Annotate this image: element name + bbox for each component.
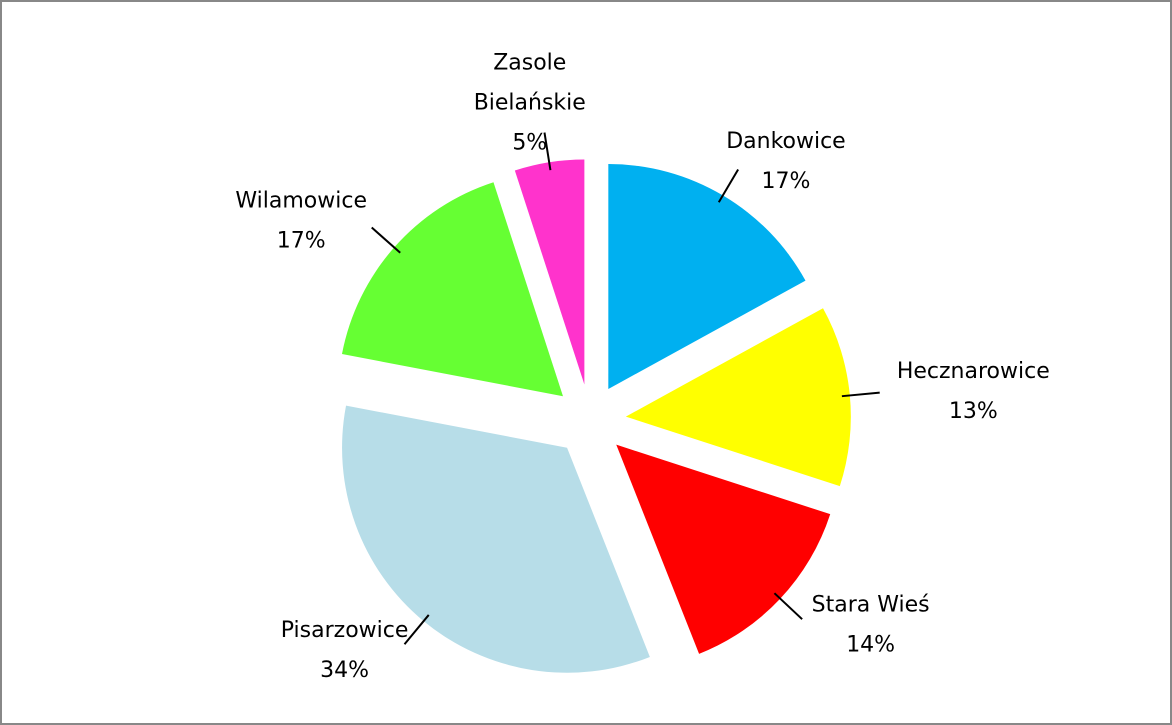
- leader-line: [773, 592, 803, 620]
- leader-line: [371, 226, 401, 254]
- leader-line: [841, 391, 880, 398]
- slice-value-label: 13%: [949, 399, 998, 424]
- leader-line: [543, 132, 552, 171]
- pie-slice: [608, 164, 806, 390]
- slice-label: Wilamowice: [235, 189, 367, 214]
- slice-value-label: 17%: [277, 229, 326, 254]
- pie-slice: [625, 308, 851, 487]
- slice-label: Stara Wieś: [812, 592, 930, 617]
- leader-line: [717, 169, 739, 203]
- slice-label: Dankowice: [726, 129, 846, 154]
- pie-slice: [341, 182, 563, 397]
- pie-slice: [514, 159, 585, 385]
- slice-value-label: 34%: [320, 658, 369, 683]
- slice-value-label: 14%: [846, 632, 895, 657]
- slice-label: Hecznarowice: [897, 359, 1050, 384]
- slice-label: Zasole Bielańskie: [474, 51, 586, 116]
- slice-label: Pisarzowice: [281, 618, 409, 643]
- leader-line: [403, 614, 430, 645]
- pie-slice: [616, 444, 831, 654]
- pie-slice: [342, 405, 650, 673]
- slice-value-label: 5%: [512, 131, 547, 156]
- slice-value-label: 17%: [762, 169, 811, 194]
